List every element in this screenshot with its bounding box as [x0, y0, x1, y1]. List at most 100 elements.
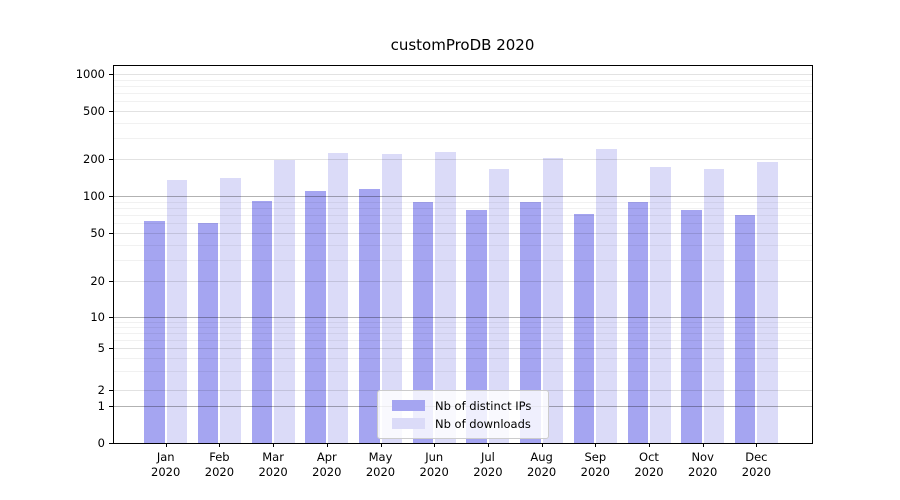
- bar-downloads: [488, 169, 510, 443]
- bar-downloads: [327, 153, 349, 443]
- minor-gridline: [114, 326, 812, 328]
- minor-gridline: [114, 321, 812, 323]
- bar-downloads: [650, 167, 671, 443]
- y-tick-label: 0: [97, 436, 105, 450]
- bar-distinct-ips: [627, 202, 648, 443]
- y-axis-tick: [109, 196, 113, 197]
- bar-downloads: [166, 180, 188, 443]
- x-axis-tick: [380, 443, 382, 447]
- x-axis-tick: [595, 443, 597, 447]
- decade-gridline: [114, 317, 812, 318]
- x-axis-tick: [702, 443, 704, 447]
- bar-distinct-ips: [520, 201, 541, 443]
- legend-item-downloads: Nb of downloads: [378, 417, 548, 431]
- y-tick-label: 1000: [75, 67, 105, 82]
- bar-distinct-ips: [197, 223, 219, 443]
- x-axis-tick: [434, 443, 436, 447]
- y-tick-label: 100: [83, 189, 105, 203]
- y-tick-label: 10: [90, 310, 105, 324]
- x-tick-label: Jul 2020: [461, 450, 515, 480]
- minor-gridline: [114, 244, 812, 246]
- y-axis-tick: [109, 159, 113, 161]
- bar-distinct-ips: [681, 210, 702, 443]
- bar-downloads: [757, 162, 778, 443]
- x-axis-tick: [219, 443, 221, 447]
- y-tick-label: 500: [83, 103, 105, 118]
- x-tick-year: 2020: [526, 465, 557, 479]
- x-axis-tick: [756, 443, 758, 447]
- x-tick-year: 2020: [473, 465, 503, 479]
- x-tick-label: Jan 2020: [139, 450, 193, 480]
- y-axis-tick: [109, 281, 113, 282]
- chart-legend: Nb of distinct IPs Nb of downloads: [377, 390, 549, 439]
- x-tick-year: 2020: [741, 465, 772, 479]
- x-axis-tick: [649, 443, 650, 447]
- legend-label-distinct-ips: Nb of distinct IPs: [435, 398, 532, 413]
- bar-downloads: [381, 154, 402, 443]
- legend-label-downloads: Nb of downloads: [435, 416, 531, 431]
- x-tick-year: 2020: [204, 465, 235, 479]
- x-tick-label: Nov 2020: [676, 450, 730, 480]
- y-axis-tick: [109, 317, 113, 318]
- x-tick-label: May 2020: [354, 450, 408, 480]
- x-tick-label: Dec 2020: [729, 450, 783, 480]
- y-axis-tick: [109, 74, 113, 76]
- y-axis-tick: [109, 389, 113, 391]
- minor-gridline: [114, 86, 812, 88]
- x-tick-year: 2020: [151, 465, 181, 479]
- x-tick-label: Feb 2020: [192, 450, 246, 480]
- legend-item-distinct-ips: Nb of distinct IPs: [378, 399, 548, 413]
- bar-distinct-ips: [412, 201, 434, 443]
- x-axis-tick: [541, 443, 543, 447]
- x-axis-tick: [165, 443, 167, 447]
- legend-swatch-downloads: [392, 418, 425, 429]
- x-axis-tick: [487, 443, 489, 447]
- x-tick-year: 2020: [634, 465, 664, 479]
- y-axis-tick: [109, 406, 113, 407]
- major-gridline: [114, 233, 812, 234]
- x-tick-year: 2020: [580, 465, 610, 479]
- y-axis-tick: [109, 347, 113, 349]
- y-tick-label: 200: [83, 152, 105, 167]
- legend-swatch-distinct-ips: [392, 400, 425, 411]
- bar-downloads: [703, 168, 725, 443]
- bar-downloads: [435, 151, 456, 443]
- minor-gridline: [114, 332, 812, 334]
- major-gridline: [114, 159, 812, 161]
- x-tick-label: Jun 2020: [407, 450, 461, 480]
- bar-downloads: [542, 157, 564, 443]
- bar-distinct-ips: [144, 220, 165, 443]
- x-tick-label: Apr 2020: [300, 450, 354, 480]
- y-tick-label: 5: [97, 340, 105, 355]
- y-axis-tick: [109, 110, 113, 112]
- bar-distinct-ips: [305, 190, 326, 443]
- bar-downloads: [220, 178, 241, 443]
- minor-gridline: [114, 339, 812, 341]
- minor-gridline: [114, 215, 812, 216]
- major-gridline: [114, 281, 812, 282]
- bar-distinct-ips: [251, 201, 273, 443]
- y-axis-tick: [109, 233, 113, 234]
- x-tick-label: Aug 2020: [515, 450, 569, 480]
- y-tick-label: 50: [90, 226, 105, 240]
- x-tick-year: 2020: [312, 465, 342, 479]
- chart-title: customProDB 2020: [390, 36, 535, 54]
- minor-gridline: [114, 137, 812, 139]
- bar-distinct-ips: [359, 188, 380, 443]
- major-gridline: [114, 347, 812, 349]
- minor-gridline: [114, 357, 812, 359]
- minor-gridline: [114, 223, 812, 225]
- bar-distinct-ips: [573, 213, 595, 443]
- bar-downloads: [274, 159, 295, 443]
- minor-gridline: [114, 122, 812, 124]
- major-gridline: [114, 110, 812, 112]
- x-tick-label: Oct 2020: [622, 450, 676, 480]
- x-tick-year: 2020: [419, 465, 449, 479]
- minor-gridline: [114, 259, 812, 261]
- decade-gridline: [114, 196, 812, 197]
- minor-gridline: [114, 101, 812, 103]
- minor-gridline: [114, 79, 812, 81]
- x-tick-year: 2020: [365, 465, 396, 479]
- bar-downloads: [596, 149, 617, 443]
